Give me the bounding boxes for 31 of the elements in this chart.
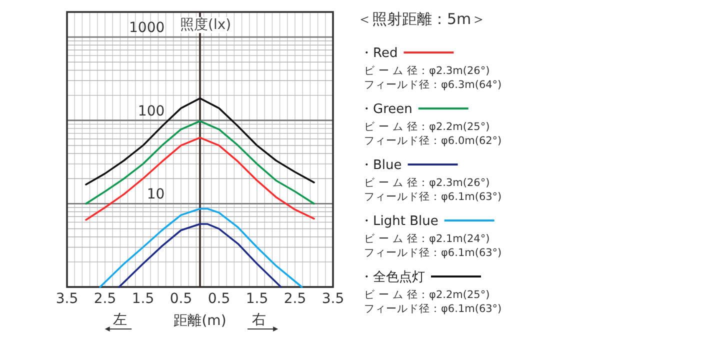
legend-label: ・Light Blue [360,214,438,229]
text: フィールド径：φ6.3m(64°) [364,79,502,91]
text: ビ ー ム 径：φ2.1m(24°) [364,233,490,245]
text: 左 [113,312,128,328]
y-tick-label: 100 [138,103,165,120]
x-tick-label: 0.5 [170,291,192,307]
text: フィールド径：φ6.1m(63°) [364,191,502,203]
text: ビ ー ム 径：φ2.2m(25°) [364,289,490,301]
x-tick-label: 2.5 [94,291,116,307]
x-tick-label: 1.5 [132,291,154,307]
legend-label: ・Green [360,102,412,117]
text: 右 [252,312,266,328]
y-axis-title: 照度(lx) [180,17,232,34]
text: ビ ー ム 径：φ2.3m(26°) [364,65,490,77]
y-tick-label: 1000 [129,20,165,36]
x-tick-label: 2.5 [284,291,306,307]
text: フィールド径：φ6.1m(63°) [364,303,502,315]
text: フィールド径：φ6.1m(63°) [364,247,502,259]
x-tick-label: 1.5 [246,291,268,307]
y-tick-label: 10 [146,186,165,203]
text: ビ ー ム 径：φ2.3m(26°) [364,177,490,189]
legend-label: ・Red [360,46,398,61]
x-tick-label: 3.5 [322,291,344,307]
text: ビ ー ム 径：φ2.2m(25°) [364,121,490,133]
x-tick-label: 0.5 [208,291,230,307]
x-tick-label: 3.5 [56,291,78,307]
legend-label: ・全色点灯 [360,270,425,285]
text: ＜照射距離：5m＞ [357,10,486,28]
legend-label: ・Blue [360,158,402,173]
x-axis-title: 距離(m) [174,313,226,329]
text: フィールド径：φ6.0m(62°) [364,135,502,147]
